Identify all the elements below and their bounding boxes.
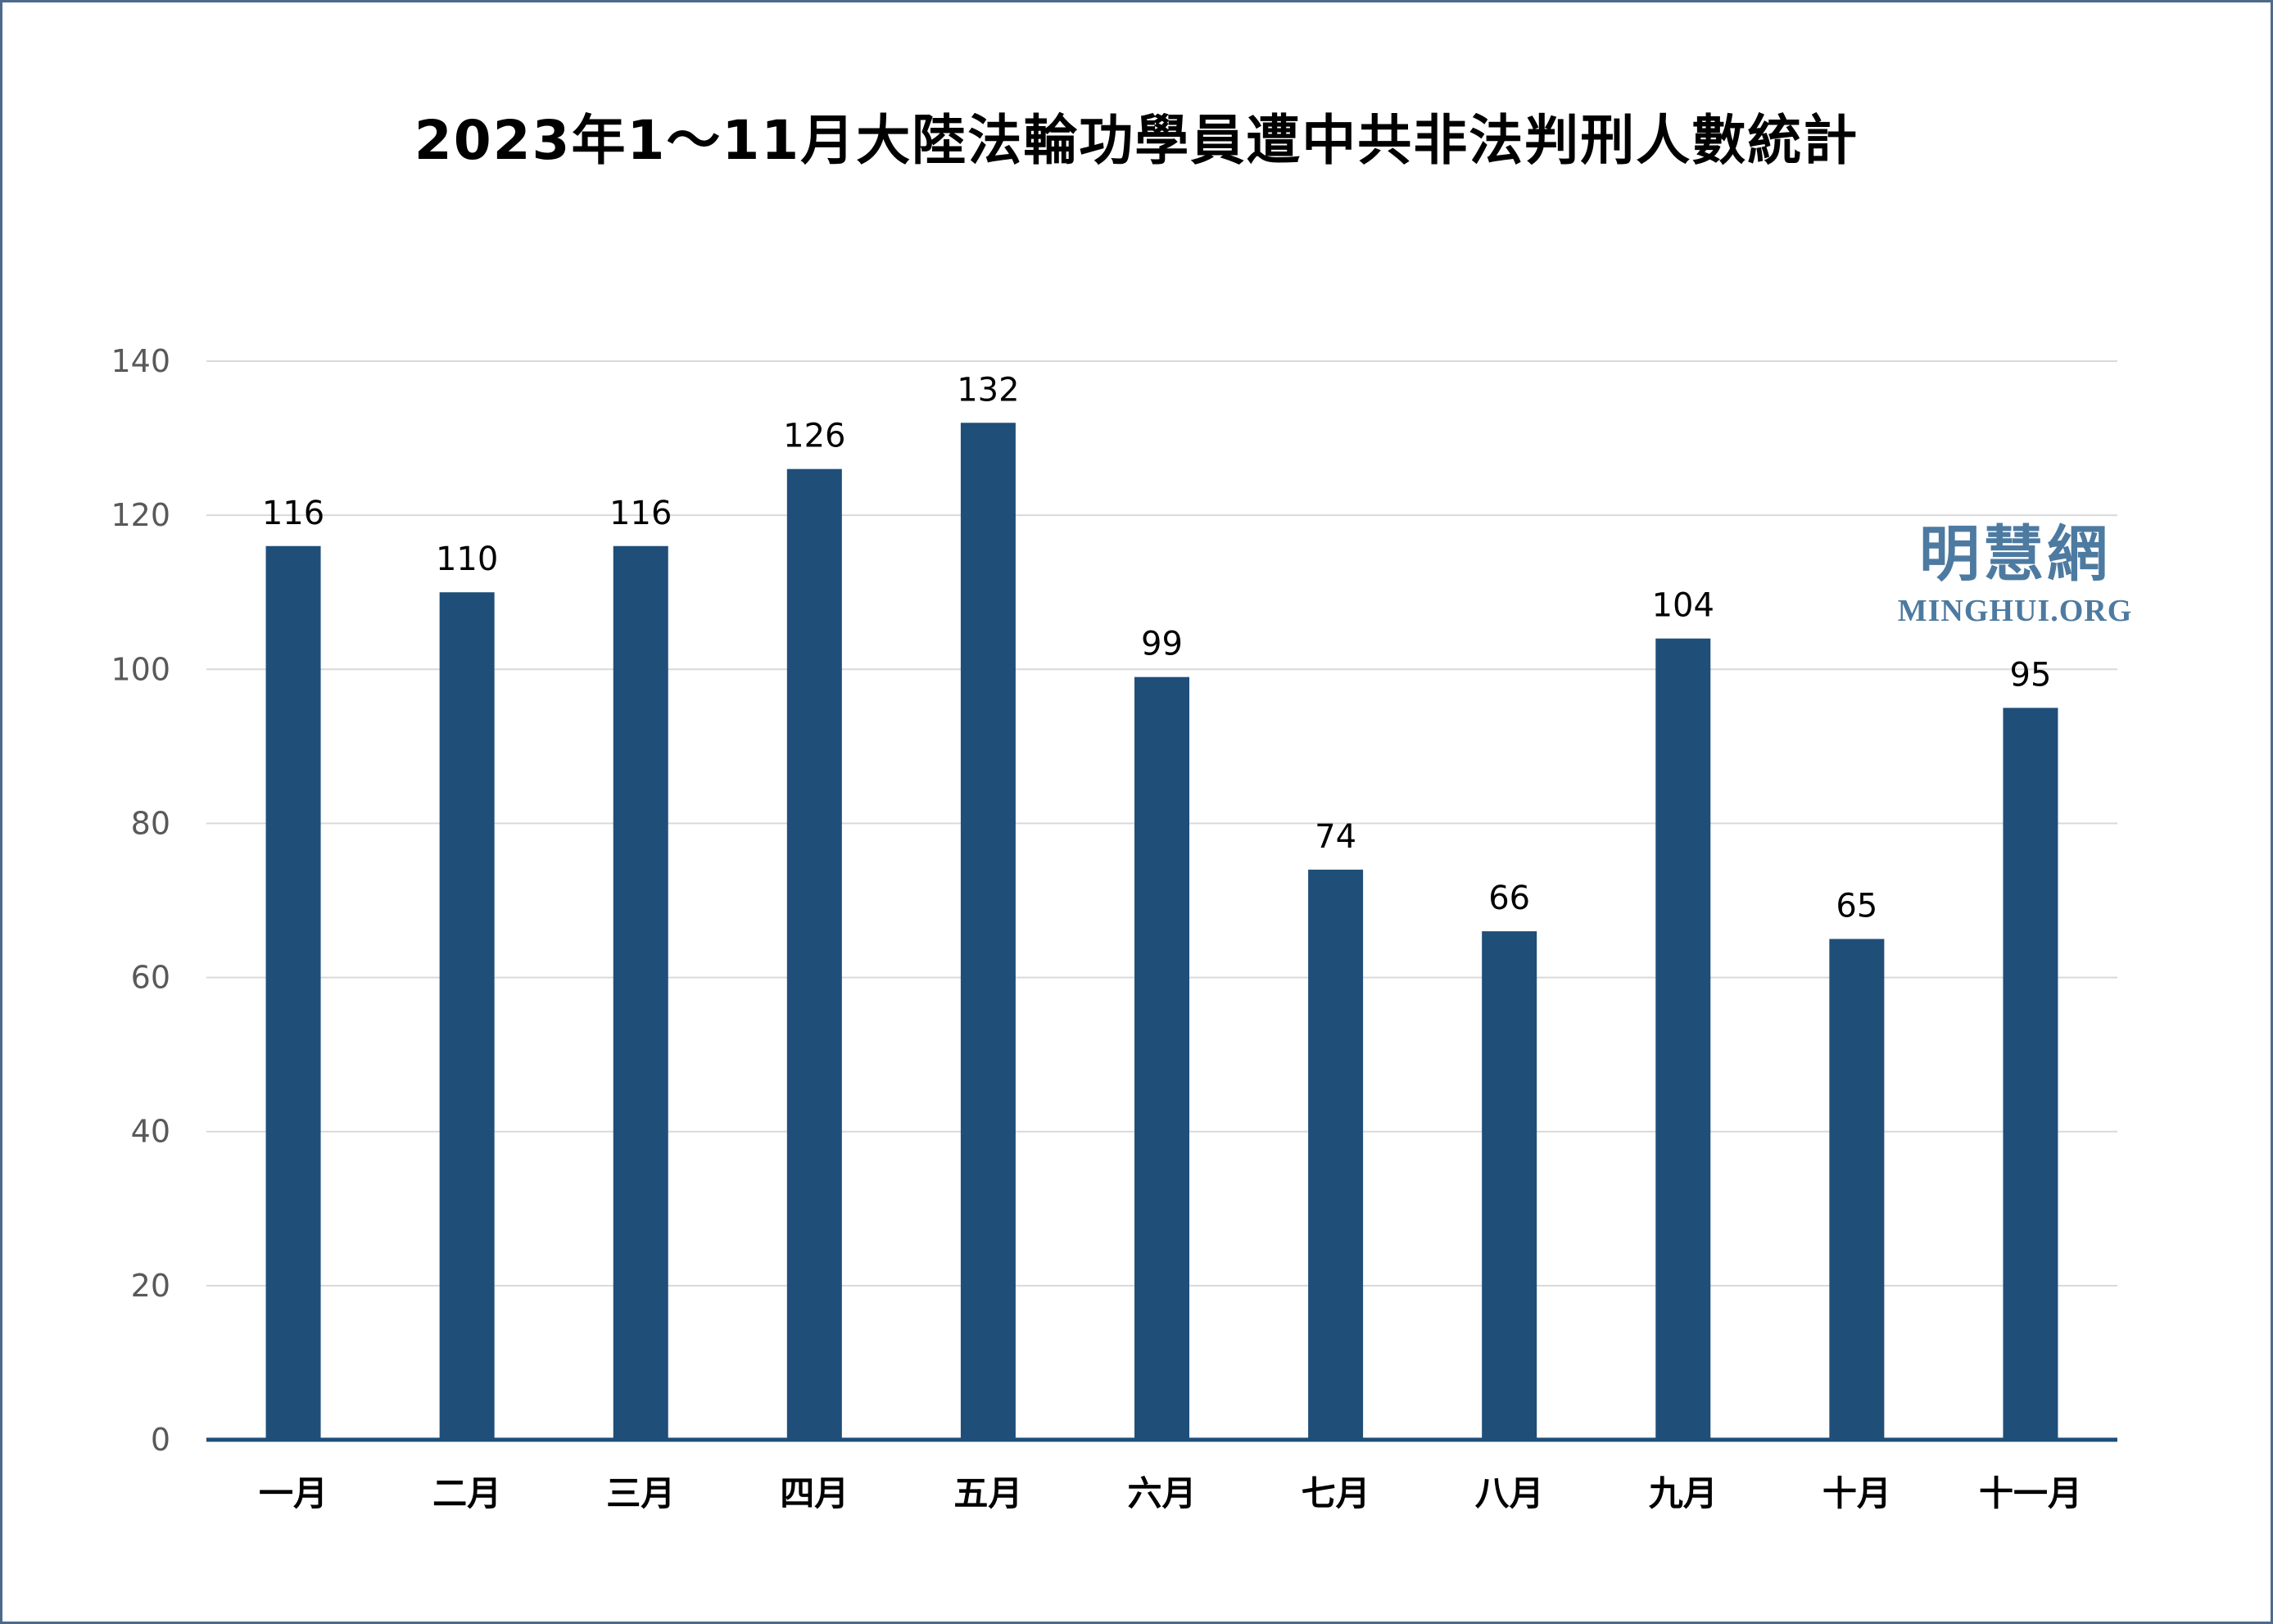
data-label: 66 — [1488, 880, 1530, 917]
bar — [1134, 676, 1189, 1440]
y-tick-label: 20 — [131, 1268, 170, 1304]
data-label: 116 — [262, 495, 324, 532]
bar — [613, 545, 668, 1440]
data-label: 74 — [1315, 818, 1356, 856]
bar — [439, 592, 495, 1440]
chart-title: 2023年1～11月大陸法輪功學員遭中共非法判刑人數統計 — [414, 109, 1859, 172]
data-label: 104 — [1652, 587, 1714, 625]
bar — [1308, 869, 1364, 1440]
category-label: 一月 — [259, 1473, 328, 1513]
data-label: 110 — [436, 541, 498, 578]
x-axis-categories: 一月 二月 三月 四月 五月 六月 七月 八月 九月 十月 十一月 — [259, 1473, 2082, 1513]
y-tick-label: 100 — [111, 651, 170, 687]
data-label: 132 — [957, 371, 1019, 409]
category-label: 十月 — [1822, 1473, 1891, 1513]
watermark-english-text: MINGHUI.ORG — [1897, 594, 2133, 628]
data-label: 95 — [2010, 656, 2052, 694]
bars — [265, 423, 2058, 1441]
y-tick-label: 140 — [111, 343, 170, 379]
data-label: 126 — [783, 418, 845, 455]
watermark-chinese-text: 明慧網 — [1919, 519, 2111, 590]
category-label: 四月 — [780, 1473, 849, 1513]
bar — [1482, 931, 1537, 1440]
bar — [1829, 939, 1885, 1440]
category-label: 五月 — [953, 1473, 1022, 1513]
y-tick-label: 120 — [111, 497, 170, 533]
category-label: 八月 — [1475, 1473, 1544, 1513]
bar — [960, 423, 1016, 1441]
category-label: 二月 — [432, 1473, 501, 1513]
y-tick-label: 60 — [131, 960, 170, 996]
bar — [1655, 638, 1711, 1440]
category-label: 六月 — [1127, 1473, 1196, 1513]
bar — [786, 468, 842, 1441]
category-label: 九月 — [1649, 1473, 1718, 1513]
data-labels: 116 110 116 126 132 99 74 66 104 65 95 — [262, 371, 2052, 925]
y-tick-label: 0 — [151, 1422, 170, 1458]
y-tick-label: 40 — [131, 1114, 170, 1150]
y-axis-ticks: 0 20 40 60 80 100 120 140 — [111, 343, 170, 1458]
category-label: 十一月 — [1979, 1473, 2082, 1513]
y-tick-label: 80 — [131, 805, 170, 841]
bar — [265, 545, 321, 1440]
minghui-watermark: 明慧網 MINGHUI.ORG — [1876, 524, 2154, 629]
data-label: 65 — [1836, 888, 1877, 925]
category-label: 七月 — [1302, 1473, 1370, 1513]
data-label: 116 — [609, 495, 672, 532]
category-label: 三月 — [606, 1473, 675, 1513]
bar — [2003, 708, 2058, 1440]
data-label: 99 — [1141, 626, 1183, 663]
